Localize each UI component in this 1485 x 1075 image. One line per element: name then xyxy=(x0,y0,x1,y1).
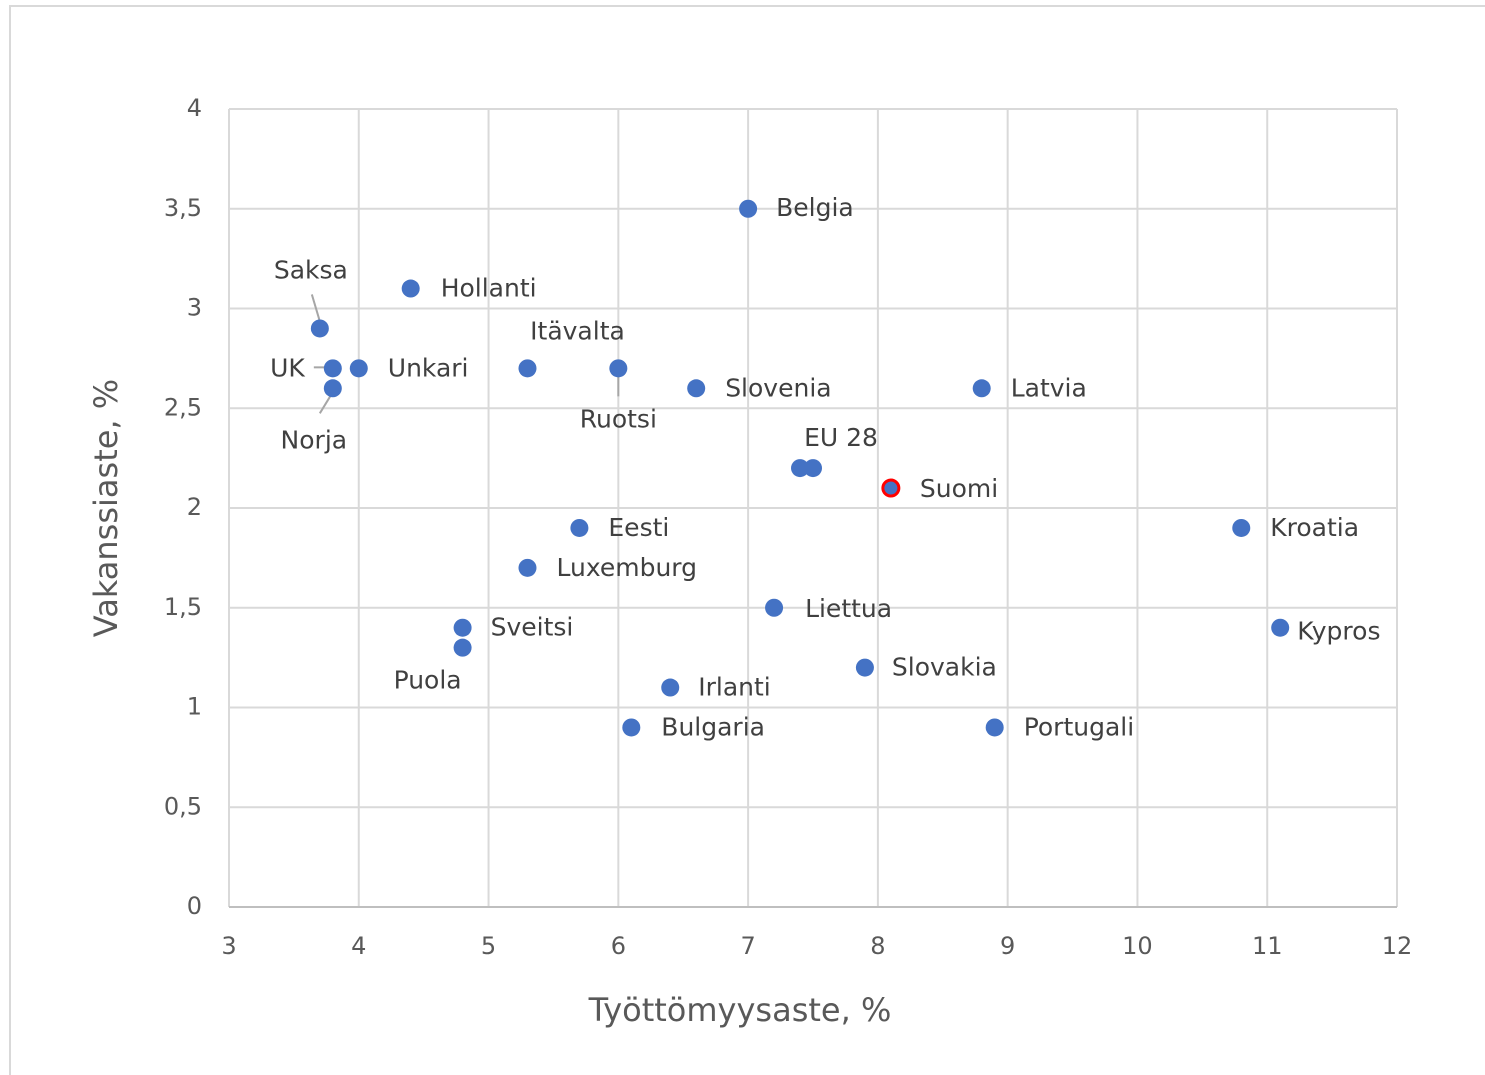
x-tick-label: 10 xyxy=(1122,932,1153,960)
y-tick-label: 4 xyxy=(187,94,202,122)
point xyxy=(310,319,329,338)
x-tick-label: 4 xyxy=(351,932,366,960)
point-label: Latvia xyxy=(1011,373,1087,402)
y-tick-label: 0,5 xyxy=(164,792,202,820)
y-tick-label: 1 xyxy=(187,693,202,721)
point xyxy=(791,459,810,478)
point-label: Kroatia xyxy=(1270,513,1359,542)
point xyxy=(518,359,537,378)
x-tick-label: 8 xyxy=(870,932,885,960)
point xyxy=(401,279,420,298)
point-label: Liettua xyxy=(805,594,892,623)
point-label: Suomi xyxy=(920,474,998,503)
chart-border xyxy=(9,5,1485,1075)
point xyxy=(609,359,628,378)
y-axis-title: Vakanssiaste, % xyxy=(87,379,125,637)
leader-line xyxy=(310,294,321,322)
y-tick-label: 3 xyxy=(187,294,202,322)
y-tick-label: 2 xyxy=(187,493,202,521)
x-axis-title: Työttömyysaste, % xyxy=(588,991,892,1029)
point-label: Slovakia xyxy=(892,653,997,682)
point-label: Unkari xyxy=(388,353,469,382)
point xyxy=(323,379,342,398)
point-label: Norja xyxy=(281,425,348,454)
x-tick-label: 11 xyxy=(1252,932,1283,960)
y-tick-label: 2,5 xyxy=(164,393,202,421)
point xyxy=(622,718,641,737)
point xyxy=(518,558,537,577)
point-label: Sveitsi xyxy=(491,613,574,642)
point xyxy=(570,518,589,537)
point-label: Ruotsi xyxy=(580,404,657,433)
point-label: Irlanti xyxy=(698,673,771,702)
point-label: Portugali xyxy=(1024,712,1135,741)
point-label: UK xyxy=(270,353,305,382)
point-label: Puola xyxy=(394,666,462,695)
x-tick-label: 6 xyxy=(611,932,626,960)
point xyxy=(1271,618,1290,637)
point xyxy=(349,359,368,378)
point xyxy=(855,658,874,677)
point-label: Kypros xyxy=(1297,617,1380,646)
x-tick-label: 7 xyxy=(740,932,755,960)
point xyxy=(687,379,706,398)
point-label: Bulgaria xyxy=(661,712,765,741)
point-label: Luxemburg xyxy=(556,553,697,582)
point-label: EU 28 xyxy=(804,423,878,452)
point xyxy=(881,478,901,498)
point xyxy=(323,359,342,378)
point-label: Slovenia xyxy=(725,373,831,402)
point-label: Hollanti xyxy=(441,274,537,303)
point xyxy=(739,199,758,218)
x-tick-label: 12 xyxy=(1382,932,1413,960)
point xyxy=(453,618,472,637)
point xyxy=(661,678,680,697)
point xyxy=(1232,518,1251,537)
point-label: Eesti xyxy=(608,513,669,542)
y-tick-label: 1,5 xyxy=(164,593,202,621)
x-tick-label: 5 xyxy=(481,932,496,960)
point-label: Belgia xyxy=(776,193,854,222)
point-label: Saksa xyxy=(274,255,348,284)
point xyxy=(985,718,1004,737)
point-label: Itävalta xyxy=(530,316,625,345)
y-tick-label: 3,5 xyxy=(164,194,202,222)
point xyxy=(972,379,991,398)
point xyxy=(453,638,472,657)
y-tick-label: 0 xyxy=(187,892,202,920)
x-tick-label: 9 xyxy=(1000,932,1015,960)
point xyxy=(804,459,822,478)
leader-line xyxy=(318,394,332,414)
x-tick-label: 3 xyxy=(221,932,236,960)
point xyxy=(765,598,784,617)
